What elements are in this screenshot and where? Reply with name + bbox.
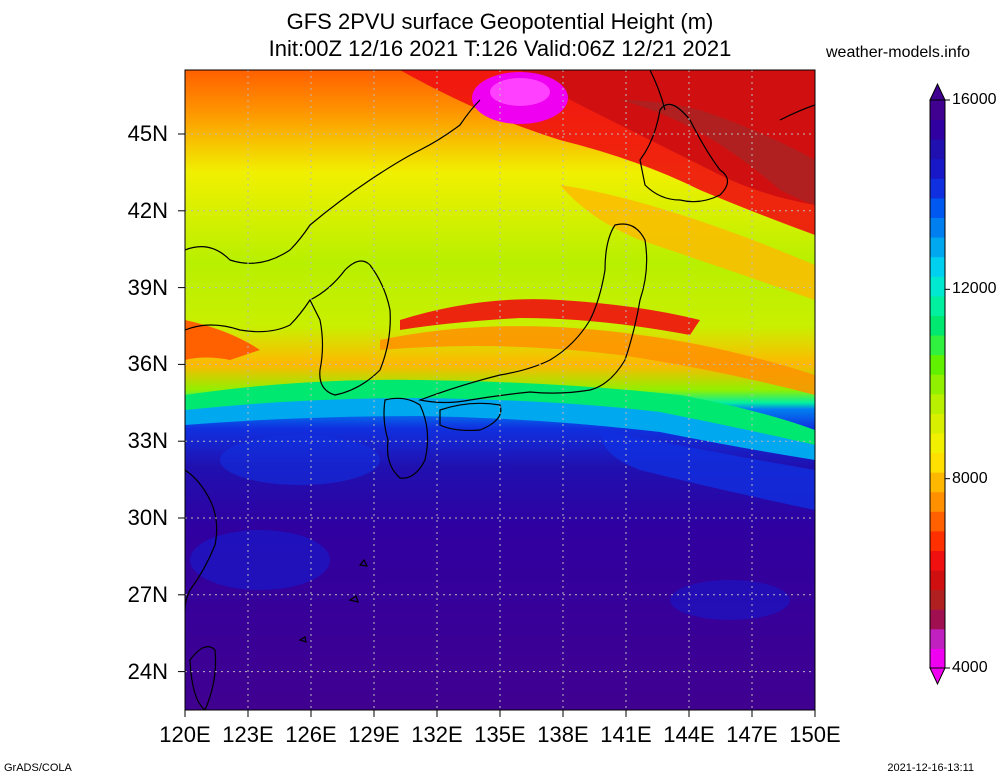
colorbar-frame xyxy=(929,99,946,669)
colorbar-segment xyxy=(930,648,945,669)
lon-label: 150E xyxy=(789,722,841,747)
colorbar-segment xyxy=(930,530,945,551)
colorbar-segment xyxy=(930,452,945,473)
colorbar-segment xyxy=(930,354,945,375)
colorbar-segment xyxy=(930,413,945,434)
colorbar-segment xyxy=(930,432,945,454)
footer-timestamp: 2021-12-16-13:11 xyxy=(887,762,974,774)
colorbar-segment xyxy=(930,256,945,277)
colorbar-segment xyxy=(930,276,945,297)
map-title-line2: Init:00Z 12/16 2021 T:126 Valid:06Z 12/2… xyxy=(268,36,732,61)
colorbar-segment xyxy=(930,628,945,649)
lon-label: 123E xyxy=(222,722,274,747)
lon-label: 135E xyxy=(474,722,526,747)
colorbar-segment xyxy=(930,335,945,356)
colorbar-segment xyxy=(930,237,945,258)
lon-label: 120E xyxy=(159,722,211,747)
coastlines xyxy=(185,70,815,710)
colorbar-segment xyxy=(930,374,945,395)
footer-credit: GrADS/COLA xyxy=(4,762,72,774)
colorbar-label: 16000 xyxy=(952,91,997,108)
site-label: weather-models.info xyxy=(826,44,971,61)
lon-label: 138E xyxy=(537,722,589,747)
colorbar-label: 12000 xyxy=(952,280,997,298)
colorbar-segment xyxy=(930,393,945,414)
colorbar-segment xyxy=(930,100,945,121)
height-field xyxy=(185,70,815,710)
colorbar-segment xyxy=(930,315,945,336)
axis-ticks xyxy=(178,133,816,717)
lat-label: 27N xyxy=(127,581,168,607)
colorbar-segment xyxy=(930,570,945,591)
lon-label: 126E xyxy=(285,722,337,747)
lat-label: 30N xyxy=(127,505,168,530)
colorbar-max-arrow xyxy=(929,82,946,101)
lat-label: 45N xyxy=(127,121,168,146)
lon-label: 147E xyxy=(726,722,778,747)
colorbar-segment xyxy=(930,139,945,160)
colorbar-segment xyxy=(930,511,945,532)
colorbar-segment xyxy=(930,472,945,493)
colorbar-segment xyxy=(930,295,945,316)
colorbar-segment xyxy=(930,609,945,630)
lon-label: 129E xyxy=(348,722,400,747)
colorbar-label: 4000 xyxy=(952,659,988,676)
lon-label: 144E xyxy=(663,722,715,747)
colorbar-segment xyxy=(930,158,945,179)
colorbar-segment xyxy=(930,197,945,219)
colorbar-segment xyxy=(930,589,945,610)
colorbar-label: 8000 xyxy=(952,469,988,487)
colorbar-segment xyxy=(930,178,945,199)
graticule xyxy=(185,70,815,710)
lat-label: 36N xyxy=(127,351,168,377)
lat-label: 39N xyxy=(127,274,168,300)
map-title-line1: GFS 2PVU surface Geopotential Height (m) xyxy=(286,9,714,34)
lat-label: 42N xyxy=(127,197,168,223)
colorbar-segment xyxy=(930,119,945,140)
colorbar-segment xyxy=(930,491,945,512)
colorbar-segment xyxy=(930,217,945,238)
colorbar-segment xyxy=(930,550,945,571)
lon-label: 141E xyxy=(600,722,652,747)
lat-label: 24N xyxy=(127,658,168,684)
colorbar-min-arrow xyxy=(929,667,946,686)
lon-label: 132E xyxy=(411,722,463,747)
lat-label: 33N xyxy=(127,428,168,454)
